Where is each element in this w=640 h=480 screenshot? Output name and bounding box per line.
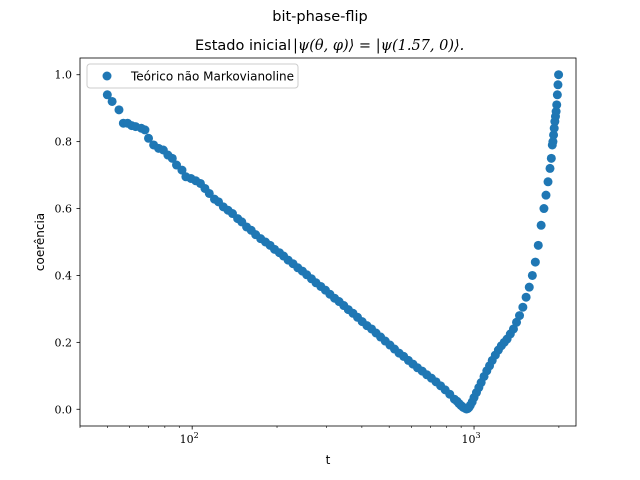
- y-tick-label: 0.6: [55, 203, 73, 216]
- chart-title-math: |ψ(θ, φ)⟩ = |ψ(1.57, 0)⟩.: [293, 38, 464, 54]
- data-point: [545, 163, 555, 173]
- data-point: [553, 80, 563, 90]
- data-point: [114, 105, 124, 115]
- y-axis-label: coerência: [33, 213, 47, 271]
- data-point: [107, 96, 117, 106]
- data-point: [524, 282, 534, 292]
- plot-frame: [79, 57, 577, 427]
- y-tick-label: 0.2: [55, 336, 73, 349]
- data-point: [144, 133, 154, 143]
- chart-title: Estado inicial |ψ(θ, φ)⟩ = |ψ(1.57, 0)⟩.: [195, 38, 464, 54]
- data-point: [546, 153, 556, 163]
- data-point: [541, 190, 551, 200]
- data-point: [539, 204, 549, 214]
- data-point: [533, 240, 543, 250]
- legend: Teórico não Markovianoline: [86, 63, 299, 89]
- data-point: [530, 257, 540, 267]
- data-point: [548, 137, 558, 147]
- legend-box: [86, 63, 299, 89]
- data-point: [549, 123, 559, 133]
- plot-area: [102, 70, 564, 414]
- data-point: [552, 100, 562, 110]
- axes: 0.0 0.2 0.4 0.6 0.8 1.0 102 103: [55, 57, 577, 446]
- data-point: [549, 130, 559, 140]
- data-point: [551, 107, 561, 117]
- x-tick-label: 103: [461, 431, 480, 446]
- data-point: [512, 317, 522, 327]
- data-point: [543, 177, 553, 187]
- data-point: [527, 270, 537, 280]
- chart-suptitle: bit-phase-flip: [272, 9, 368, 25]
- legend-label: Teórico não Markovianoline: [130, 70, 294, 84]
- y-tick-label: 0.0: [55, 403, 73, 416]
- data-point: [140, 125, 150, 135]
- x-tick-label: 102: [180, 431, 199, 446]
- chart-title-prefix: Estado inicial: [195, 38, 291, 54]
- legend-marker: [102, 71, 112, 81]
- data-point: [552, 90, 562, 100]
- data-point: [177, 165, 187, 175]
- data-point: [554, 70, 564, 80]
- y-tick-label: 0.4: [55, 269, 73, 282]
- data-point: [204, 188, 214, 198]
- data-point: [521, 292, 531, 302]
- data-point: [536, 220, 546, 230]
- data-point: [102, 90, 112, 100]
- data-point: [515, 311, 525, 321]
- x-axis-label: t: [326, 453, 331, 467]
- data-point: [167, 153, 177, 163]
- data-point: [508, 324, 518, 334]
- y-tick-label: 0.8: [55, 136, 73, 149]
- y-tick-label: 1.0: [55, 69, 73, 82]
- data-point: [518, 302, 528, 312]
